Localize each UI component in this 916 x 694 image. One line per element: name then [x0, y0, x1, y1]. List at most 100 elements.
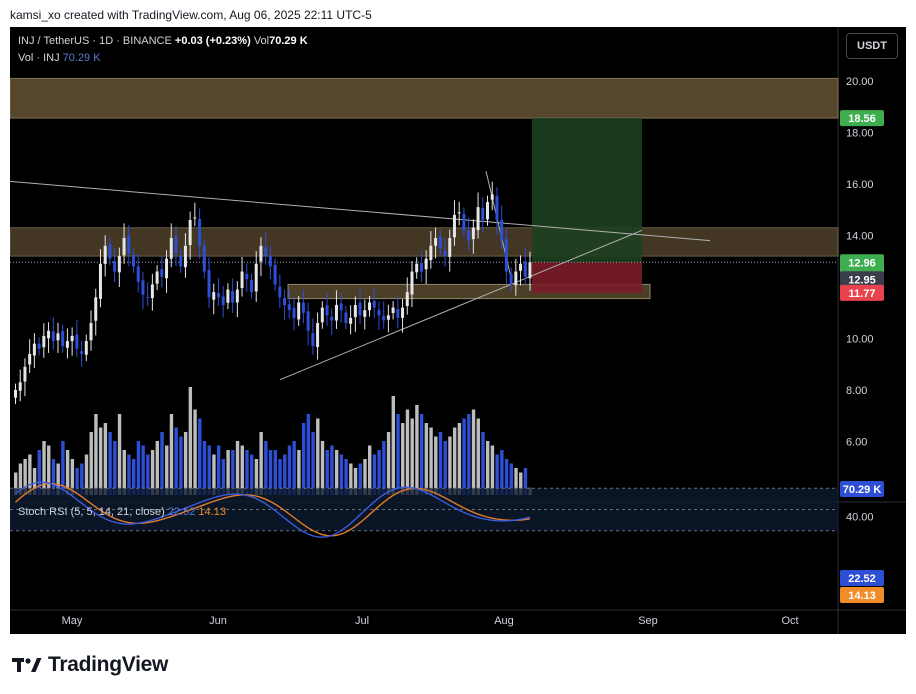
candle-body: [207, 270, 211, 298]
volume-bar: [495, 454, 499, 495]
resistance-zone: [10, 77, 839, 119]
candle-body: [405, 292, 409, 307]
volume-bar: [94, 414, 98, 495]
candle-body: [268, 256, 272, 267]
currency-button[interactable]: USDT: [846, 33, 898, 59]
price-tick-label: 20.00: [846, 76, 874, 88]
candle-body: [528, 262, 532, 279]
volume-bar: [132, 459, 136, 495]
symbol-name: INJ / TetherUS · 1D · BINANCE: [18, 35, 172, 47]
volume-bar: [504, 459, 509, 495]
candle-body: [311, 333, 315, 347]
candle-body: [14, 390, 17, 398]
volume-bar: [419, 414, 424, 495]
candle-body: [424, 258, 428, 270]
volume-bar: [462, 418, 466, 495]
volume-bar: [231, 450, 235, 495]
candle-body: [377, 309, 381, 316]
candle-body: [434, 238, 438, 246]
ascending-trendline: [279, 229, 643, 381]
volume-bar: [28, 454, 32, 495]
candle-body: [292, 307, 296, 318]
candle-body: [226, 289, 230, 303]
volume-bar: [136, 441, 141, 495]
chart-panel[interactable]: 20.0018.0016.0014.0012.0010.008.006.0080…: [10, 27, 906, 634]
volume-bar: [467, 414, 471, 495]
attribution-header: kamsi_xo created with TradingView.com, A…: [10, 8, 372, 22]
stoch-legend-label: Stoch RSI (5, 5, 14, 21, close): [18, 506, 165, 518]
candle-body: [509, 273, 513, 285]
volume-bar: [509, 463, 513, 495]
volume-bar: [165, 445, 169, 495]
time-tick-label: Oct: [781, 615, 798, 627]
candle-body: [141, 280, 145, 295]
candle-body: [51, 331, 55, 342]
candle-body: [28, 353, 32, 365]
candle-body: [183, 245, 187, 268]
volume-bar: [108, 432, 112, 495]
volume-bar: [363, 459, 367, 495]
volume-bar: [401, 423, 405, 495]
candle-body: [363, 310, 367, 317]
volume-bar: [264, 441, 268, 495]
volume-bar: [273, 450, 277, 495]
volume-bar: [212, 454, 216, 495]
candle-body: [495, 195, 499, 221]
volume-bar: [377, 450, 381, 495]
volume-bar: [358, 463, 362, 495]
candle-body: [316, 323, 320, 347]
volume-bar: [396, 414, 400, 495]
candle-body: [61, 331, 65, 347]
stoch-d-value: 14.13: [198, 506, 226, 518]
volume-bar: [287, 445, 292, 495]
price-badge-label: 18.56: [848, 113, 876, 125]
volume-bar: [500, 450, 504, 495]
candle-body: [127, 235, 131, 254]
candle-body: [419, 263, 423, 272]
volume-bar: [297, 450, 301, 495]
candle-body: [216, 292, 220, 298]
volume-bar: [514, 468, 518, 495]
volume-bar: [268, 450, 273, 495]
time-tick-label: Jul: [355, 615, 369, 627]
candle-body: [344, 312, 348, 324]
candle-body: [231, 291, 235, 303]
candle-body: [358, 302, 362, 316]
candle-body: [56, 333, 60, 341]
stoch-k-line: [15, 481, 531, 538]
volume-legend-label: Vol · INJ: [18, 52, 60, 64]
target-zone: [532, 118, 642, 263]
volume-bar: [150, 450, 155, 495]
candle-body: [198, 219, 202, 246]
volume-bar: [23, 459, 27, 495]
price-chart-svg[interactable]: 20.0018.0016.0014.0012.0010.008.006.0080…: [10, 27, 906, 634]
time-tick-label: Sep: [638, 615, 658, 627]
price-tick-label: 14.00: [846, 231, 874, 243]
candle-body: [169, 238, 173, 259]
candle-body: [221, 296, 225, 306]
time-tick-label: Jun: [209, 615, 227, 627]
volume-bar: [155, 441, 159, 495]
candle-body: [89, 323, 93, 341]
volume-bar: [476, 418, 480, 495]
candle-body: [37, 343, 41, 349]
stoch-d-line: [15, 482, 531, 537]
volume-bar: [325, 450, 329, 495]
volume-bar: [146, 454, 150, 495]
volume-bar: [382, 441, 386, 495]
volume-bar: [32, 468, 37, 495]
candle-body: [42, 335, 46, 348]
volume-bar: [42, 441, 46, 495]
volume-bar: [311, 432, 315, 495]
candle-body: [240, 271, 244, 289]
candle-body: [117, 256, 121, 273]
volume-bar: [486, 441, 490, 495]
candle-body: [504, 239, 508, 272]
volume-bar: [292, 441, 296, 495]
candle-body: [160, 269, 164, 277]
volume-bar: [207, 445, 211, 495]
stoch-k-value: 22.52: [167, 506, 196, 518]
volume-bar: [448, 436, 452, 495]
volume-bar: [306, 414, 311, 495]
volume-bar: [424, 423, 429, 495]
